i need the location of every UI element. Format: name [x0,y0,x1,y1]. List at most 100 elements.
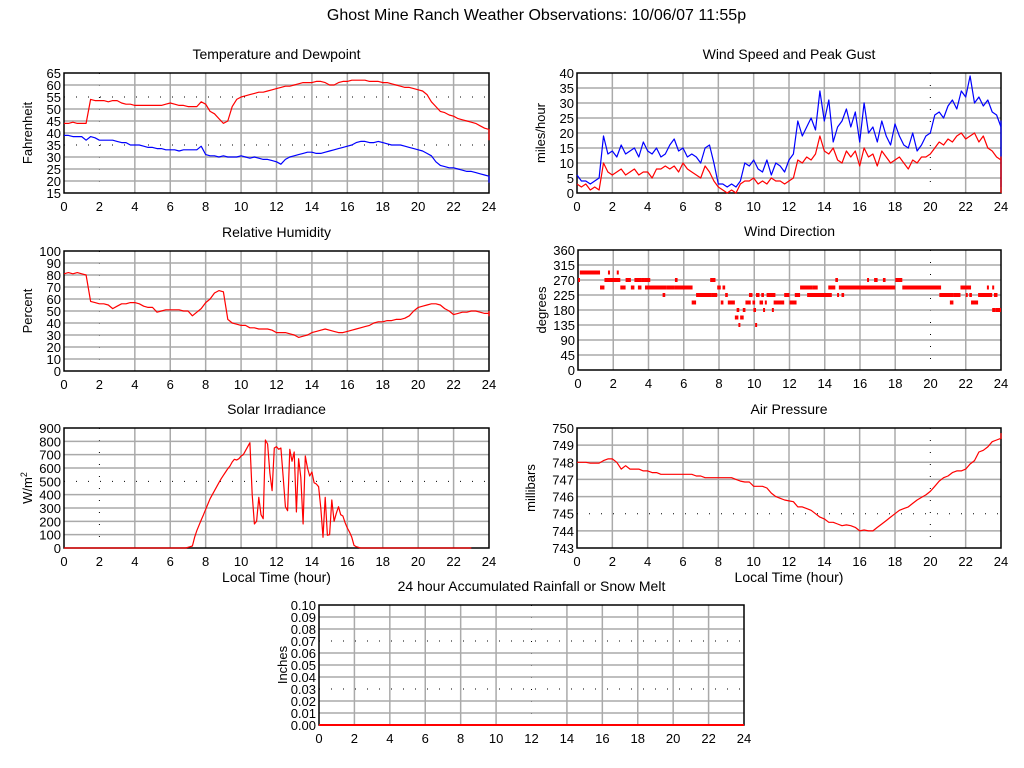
y-tick-label: 0.02 [291,694,316,709]
wind-direction-mark [666,285,675,290]
wind-direction-mark [763,308,766,312]
y-tick-label: 0.10 [291,598,316,613]
wind-direction-mark [740,315,744,320]
x-tick-label: 8 [202,554,209,569]
x-tick-label: 8 [457,731,464,746]
y-tick-label: 40 [47,126,61,141]
x-tick-label: 22 [446,199,460,214]
y-tick-label: 0 [54,541,61,556]
y-tick-label: 700 [39,448,61,463]
y-tick-label: 743 [552,541,574,556]
series-line-air-pressure [577,433,1002,532]
x-tick-label: 10 [746,199,760,214]
chart-title: Relative Humidity [222,224,331,240]
y-tick-label: 0 [54,364,61,379]
x-tick-label: 14 [560,731,574,746]
wind-direction-mark [953,293,961,297]
x-tick-label: 18 [888,376,902,391]
y-tick-label: 750 [552,421,574,436]
wind-direction-mark [965,293,968,297]
wind-direction-mark [759,300,764,305]
wind-direction-mark [717,285,721,290]
y-tick-label: 400 [39,488,61,503]
y-tick-label: 200 [39,514,61,529]
y-tick-label: 10 [560,156,574,171]
wind-direction-mark [978,293,993,297]
x-tick-label: 2 [609,554,616,569]
chart-rainfall: 24 hour Accumulated Rainfall or Snow Mel… [275,578,751,746]
y-tick-label: 30 [47,150,61,165]
x-tick-label: 14 [818,376,832,391]
y-tick-label: 300 [39,501,61,516]
x-tick-label: 18 [376,377,390,392]
y-tick-label: 40 [560,66,574,81]
x-tick-label: 14 [817,554,831,569]
y-tick-label: 30 [560,96,574,111]
x-tick-label: 16 [852,554,866,569]
wind-direction-mark [674,285,693,290]
series-line-wind-speed [576,132,1002,194]
wind-direction-mark [939,293,954,297]
wind-direction-mark [725,293,728,297]
wind-direction-mark [634,278,642,282]
y-tick-label: 0.04 [291,670,316,685]
y-tick-label: 500 [39,474,61,489]
y-axis-label: Inches [275,645,290,684]
x-tick-label: 4 [645,376,652,391]
x-tick-label: 4 [131,199,138,214]
x-tick-label: 14 [817,199,831,214]
y-tick-label: 25 [560,111,574,126]
wind-direction-mark [882,278,886,282]
wind-direction-mark [600,285,605,290]
y-tick-label: 0 [567,186,574,201]
y-tick-label: 749 [552,438,574,453]
wind-direction-mark [993,293,998,297]
y-tick-label: 30 [47,328,61,343]
y-tick-label: 0.07 [291,634,316,649]
y-tick-label: 50 [47,304,61,319]
x-tick-label: 24 [994,376,1008,391]
x-tick-label: 18 [888,554,902,569]
wind-direction-mark [867,278,870,282]
x-tick-label: 14 [305,199,319,214]
y-tick-label: 45 [561,348,575,363]
x-tick-label: 24 [482,377,496,392]
x-tick-label: 0 [60,377,67,392]
y-tick-label: 746 [552,490,574,505]
wind-direction-mark [766,293,776,297]
x-tick-label: 6 [679,199,686,214]
wind-direction-mark [841,293,845,297]
y-tick-label: 0.05 [291,658,316,673]
x-tick-label: 22 [959,376,973,391]
y-tick-label: 15 [47,186,61,201]
wind-direction-mark [748,293,753,297]
wind-direction-mark [644,285,649,290]
wind-direction-mark [720,300,724,305]
y-tick-label: 55 [47,90,61,105]
wind-direction-mark [773,300,785,305]
wind-direction-mark [986,285,989,290]
x-tick-label: 16 [595,731,609,746]
series-line-relative-humidity [63,272,490,338]
y-tick-label: 20 [47,340,61,355]
x-tick-label: 10 [234,377,248,392]
wind-direction-mark [674,278,678,282]
wind-direction-mark [734,315,739,320]
x-tick-label: 18 [376,554,390,569]
wind-direction-mark [722,285,726,290]
wind-direction-mark [738,323,741,327]
y-tick-label: 60 [47,292,61,307]
y-tick-label: 15 [560,141,574,156]
wind-direction-mark [992,308,996,312]
wind-direction-mark [828,285,836,290]
x-tick-label: 2 [96,199,103,214]
x-tick-label: 20 [411,554,425,569]
y-tick-label: 40 [47,316,61,331]
x-tick-label: 22 [701,731,715,746]
x-tick-label: 14 [305,554,319,569]
wind-direction-mark [620,285,626,290]
x-axis-label: Local Time (hour) [222,569,331,585]
y-tick-label: 90 [47,256,61,271]
x-tick-label: 12 [524,731,538,746]
